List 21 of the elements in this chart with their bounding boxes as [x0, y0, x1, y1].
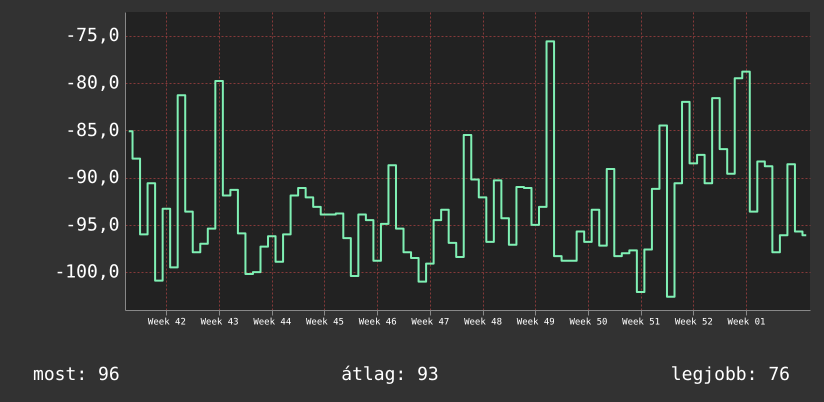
y-tick-label: -90,0 — [65, 167, 120, 188]
text: most: 96 — [33, 364, 120, 385]
x-tick-label: Week 49 — [516, 318, 555, 328]
x-tick-label: Week 44 — [253, 318, 292, 328]
x-tick-label: Week 01 — [728, 318, 766, 328]
x-tick-label: Week 43 — [200, 318, 239, 328]
text: legjobb: 76 — [670, 364, 790, 385]
y-tick-label: -75,0 — [65, 25, 120, 46]
x-tick-label: Week 45 — [306, 318, 344, 328]
y-tick-label: -100,0 — [54, 262, 120, 283]
x-tick-label: Week 50 — [569, 318, 608, 328]
y-tick-label: -95,0 — [65, 214, 120, 236]
y-tick-label: -80,0 — [65, 72, 120, 94]
x-tick-label: Week 51 — [622, 318, 660, 328]
x-tick-label: Week 47 — [411, 318, 450, 328]
y-tick-label: -85,0 — [65, 120, 120, 141]
x-tick-label: Week 48 — [464, 318, 502, 328]
text: átlag: 93 — [341, 364, 439, 385]
x-tick-label: Week 52 — [674, 318, 713, 328]
x-tick-label: Week 42 — [148, 318, 186, 328]
x-tick-label: Week 46 — [358, 318, 397, 328]
